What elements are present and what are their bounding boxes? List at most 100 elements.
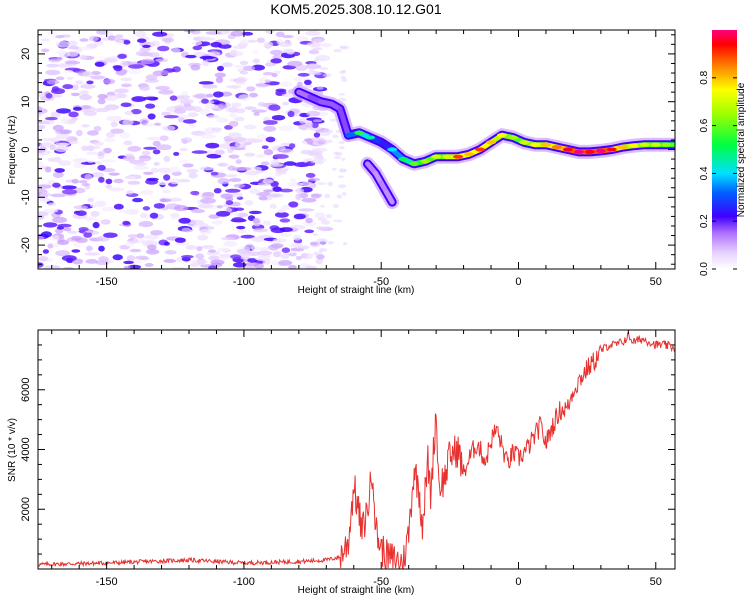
- noise-blob: [309, 241, 319, 246]
- noise-blob: [90, 211, 100, 217]
- noise-blob: [263, 189, 275, 193]
- noise-blob: [124, 240, 135, 247]
- noise-blob: [87, 159, 95, 163]
- noise-blob: [98, 176, 105, 183]
- noise-blob: [199, 36, 209, 42]
- noise-blob: [298, 208, 315, 212]
- noise-blob: [103, 147, 112, 154]
- noise-blob: [213, 188, 222, 194]
- spectrogram-y-ticks: -20 -10 0 10 20: [20, 34, 675, 265]
- noise-blob: [133, 162, 148, 166]
- noise-blob: [279, 227, 293, 233]
- noise-blob: [261, 145, 269, 149]
- noise-blob: [68, 45, 79, 50]
- noise-blob: [316, 238, 328, 245]
- noise-blob: [237, 228, 247, 234]
- noise-blob: [282, 48, 294, 54]
- noise-blob: [153, 162, 160, 166]
- ridge-peak: [562, 147, 573, 152]
- noise-blob: [152, 140, 161, 147]
- noise-blob: [41, 38, 50, 42]
- noise-blob: [52, 156, 62, 163]
- spectrogram-x-label: Height of straight line (km): [298, 285, 415, 296]
- noise-blob: [247, 166, 262, 171]
- noise-blob: [117, 53, 127, 59]
- noise-blob: [104, 137, 116, 143]
- noise-blob: [45, 116, 58, 121]
- noise-blob: [323, 139, 333, 144]
- noise-blob: [262, 72, 275, 76]
- noise-blob: [289, 178, 297, 182]
- noise-blob: [200, 197, 217, 204]
- noise-blob: [260, 161, 270, 166]
- noise-blob: [74, 80, 84, 85]
- noise-blob: [244, 265, 255, 269]
- noise-blob: [62, 84, 74, 90]
- noise-blob: [123, 265, 131, 269]
- noise-blob: [58, 250, 69, 256]
- noise-blob: [78, 180, 88, 184]
- noise-blob: [135, 50, 150, 57]
- noise-blob: [339, 45, 350, 50]
- noise-blob: [163, 115, 179, 119]
- noise-blob: [122, 220, 131, 226]
- noise-blob: [206, 93, 214, 98]
- noise-blob: [85, 151, 101, 155]
- noise-blob: [39, 142, 54, 148]
- noise-blob: [234, 116, 245, 122]
- noise-blob: [343, 242, 348, 246]
- noise-blob: [236, 248, 252, 254]
- noise-blob: [124, 110, 134, 116]
- noise-blob: [143, 146, 157, 150]
- noise-blob: [333, 219, 343, 223]
- noise-blob: [158, 89, 174, 95]
- noise-blob: [321, 220, 331, 225]
- noise-blob: [71, 178, 79, 184]
- noise-blob: [38, 262, 44, 268]
- noise-blob: [324, 129, 334, 134]
- noise-blob: [271, 115, 286, 121]
- noise-blob: [41, 137, 57, 142]
- noise-blob: [93, 125, 102, 132]
- noise-blob: [280, 253, 290, 259]
- noise-blob: [55, 41, 70, 48]
- ridge-peak: [508, 135, 518, 140]
- noise-blob: [338, 184, 347, 189]
- noise-blob: [244, 106, 257, 110]
- snr-panel: -150 -100 -50 0 50 2000 4000 6000 Height of st…: [7, 329, 676, 596]
- noise-blob: [198, 203, 214, 209]
- noise-blob: [270, 49, 283, 56]
- noise-blob: [312, 119, 323, 123]
- noise-blob: [156, 181, 169, 186]
- noise-blob: [55, 50, 67, 55]
- noise-blob: [341, 157, 346, 161]
- noise-blob: [61, 185, 77, 190]
- noise-blob: [313, 251, 320, 256]
- snr-x-tick-label: 50: [650, 576, 662, 588]
- noise-blob: [296, 36, 309, 42]
- ridge-peak: [650, 142, 661, 147]
- noise-blob: [181, 227, 192, 233]
- noise-blob: [301, 198, 317, 203]
- noise-blob: [274, 173, 282, 177]
- noise-blob: [179, 98, 194, 105]
- snr-y-tick-label: 6000: [20, 378, 32, 402]
- noise-blob: [79, 38, 89, 42]
- noise-blob: [94, 161, 102, 165]
- spectrogram-y-tick-label: 0: [20, 146, 32, 152]
- noise-blob: [145, 103, 156, 109]
- ridge-segment: [337, 106, 351, 138]
- noise-blob: [149, 212, 159, 219]
- noise-blob: [122, 155, 136, 162]
- noise-blob: [64, 60, 81, 65]
- noise-blob: [199, 108, 211, 115]
- noise-blob: [138, 155, 152, 162]
- ridge-peak: [486, 140, 496, 145]
- noise-blob: [256, 83, 270, 87]
- noise-blob: [230, 254, 242, 259]
- noise-blob: [225, 107, 237, 113]
- noise-blob: [50, 94, 63, 98]
- noise-blob: [160, 198, 172, 203]
- noise-blob: [153, 203, 166, 209]
